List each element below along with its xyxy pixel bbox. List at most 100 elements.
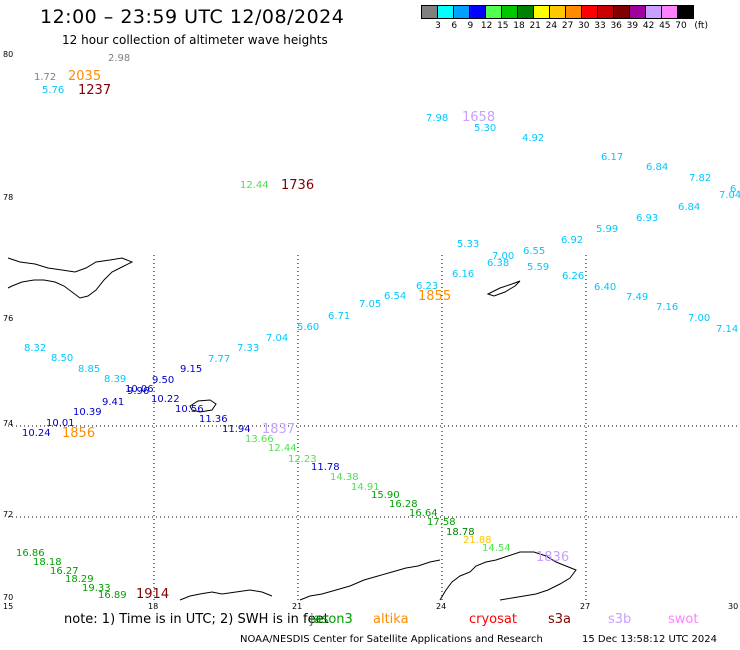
wave-height-label: 6.17 [601, 152, 623, 163]
wave-height-label: 7.77 [208, 354, 230, 365]
wave-height-label: 10.24 [22, 428, 51, 439]
wave-height-label: 7.04 [266, 333, 288, 344]
pass-time-label: 1837 [262, 422, 295, 437]
wave-height-label: 5.33 [457, 239, 479, 250]
wave-height-label: 12.44 [268, 443, 297, 454]
wave-height-label: 11.78 [311, 462, 340, 473]
wave-height-label: 7.00 [688, 313, 710, 324]
wave-height-label: 6.92 [561, 235, 583, 246]
color-scale-tick: 24 [545, 21, 558, 31]
coast-islands-west [179, 589, 273, 601]
island-2 [189, 399, 217, 413]
map-grid [8, 255, 740, 600]
wave-height-label: 12.23 [288, 454, 317, 465]
longitude-label: 27 [580, 602, 590, 611]
color-scale-tick: 70 [675, 21, 687, 31]
color-swatch [677, 5, 694, 19]
wave-height-label: 18.18 [33, 557, 62, 568]
color-scale-tick: 12 [480, 21, 493, 31]
wave-height-label: 5.76 [42, 85, 64, 96]
color-scale-ticks: 3 6 9 12 15 18 21 24 27 30 33 36 39 42 45 70 (ft) [422, 21, 740, 33]
wave-height-label: 16.64 [409, 508, 438, 519]
wave-height-label: 14.38 [330, 472, 359, 483]
wave-height-label: 5.99 [596, 224, 618, 235]
wave-height-label: 16.89 [98, 590, 127, 601]
wave-height-label: 16.27 [50, 566, 79, 577]
wave-height-label: 7.82 [689, 173, 711, 184]
wave-height-label: 5.60 [297, 322, 319, 333]
color-scale-tick: 3 [435, 21, 441, 31]
wave-height-label: 9.96 [127, 386, 149, 397]
color-scale-tick: 18 [513, 21, 525, 31]
wave-height-label: 6.40 [594, 282, 616, 293]
wave-height-label: 7.16 [656, 302, 678, 313]
wave-height-label: 7.04 [719, 190, 740, 201]
wave-height-label: 10.56 [175, 404, 204, 415]
wave-height-label: 6.84 [678, 202, 700, 213]
latitude-label: 78 [3, 193, 13, 202]
wave-height-label: 8.32 [24, 343, 46, 354]
wave-height-label: 2.98 [108, 53, 130, 64]
wave-height-label: 15.90 [371, 490, 400, 501]
satellite-legend-item: jason3 [310, 612, 353, 627]
color-scale-tick: 21 [529, 21, 541, 31]
satellite-legend-item: cryosat [469, 612, 517, 627]
wave-height-label: 6.84 [646, 162, 668, 173]
pass-time-label: 1914 [136, 587, 169, 602]
longitude-label: 30 [728, 602, 738, 611]
wave-height-label: 13.66 [245, 434, 274, 445]
wave-height-label: 17.58 [427, 517, 456, 528]
wave-height-label: 6.16 [452, 269, 474, 280]
satellite-legend-item: s3b [608, 612, 632, 627]
wave-height-label: 10.22 [151, 394, 180, 405]
wave-height-label: 7.49 [626, 292, 648, 303]
pass-time-label: 1237 [78, 83, 111, 98]
wave-height-label: 7.33 [237, 343, 259, 354]
wave-height-label: 6.38 [487, 258, 509, 269]
wave-height-label: 9.15 [180, 364, 202, 375]
wave-height-label: 14.54 [482, 543, 511, 554]
wave-height-label: 12.44 [240, 180, 269, 191]
page-title: 12:00 – 23:59 UTC 12/08/2024 [40, 6, 345, 28]
wave-height-label: 8.39 [104, 374, 126, 385]
wave-height-label: 11.36 [199, 414, 228, 425]
wave-height-label: 8.50 [51, 353, 73, 364]
longitude-label: 15 [3, 602, 13, 611]
wave-height-label: 14.91 [351, 482, 380, 493]
wave-height-label: 6.23 [416, 281, 438, 292]
color-scale-bar [421, 5, 694, 19]
footer-note: note: 1) Time is in UTC; 2) SWH is in fe… [64, 612, 329, 627]
latitude-label: 72 [3, 510, 13, 519]
wave-height-label: 19.33 [82, 583, 111, 594]
wave-height-label: 21.88 [463, 535, 492, 546]
longitude-label: 21 [292, 602, 302, 611]
wave-height-label: 1.72 [34, 72, 56, 83]
satellite-legend-item: swot [668, 612, 699, 627]
satellite-legend-item: s3a [548, 612, 572, 627]
wave-height-label: 6. [730, 184, 740, 195]
wave-height-label: 11.94 [222, 424, 251, 435]
wave-height-label: 4.92 [522, 133, 544, 144]
pass-time-label: 1658 [462, 110, 495, 125]
wave-height-label: 9.41 [102, 397, 124, 408]
wave-height-label: 6.93 [636, 213, 658, 224]
pass-time-label: 1836 [536, 550, 569, 565]
norway-coast [439, 551, 577, 601]
pass-time-label: 1856 [62, 426, 95, 441]
color-scale-tick: 6 [451, 21, 458, 31]
wave-height-label: 7.05 [359, 299, 381, 310]
longitude-label: 18 [148, 602, 158, 611]
latitude-label: 76 [3, 314, 13, 323]
wave-height-label: 9.50 [152, 375, 174, 386]
wave-height-label: 10.39 [73, 407, 102, 418]
norway-coast-west [299, 559, 441, 601]
color-scale-tick: 30 [578, 21, 590, 31]
color-scale-tick: 42 [642, 21, 655, 31]
wave-height-label: 6.71 [328, 311, 350, 322]
wave-height-label: 6.54 [384, 291, 406, 302]
wave-height-label: 6.55 [523, 246, 545, 257]
wave-height-label: 8.85 [78, 364, 100, 375]
pass-time-label: 2035 [68, 69, 101, 84]
